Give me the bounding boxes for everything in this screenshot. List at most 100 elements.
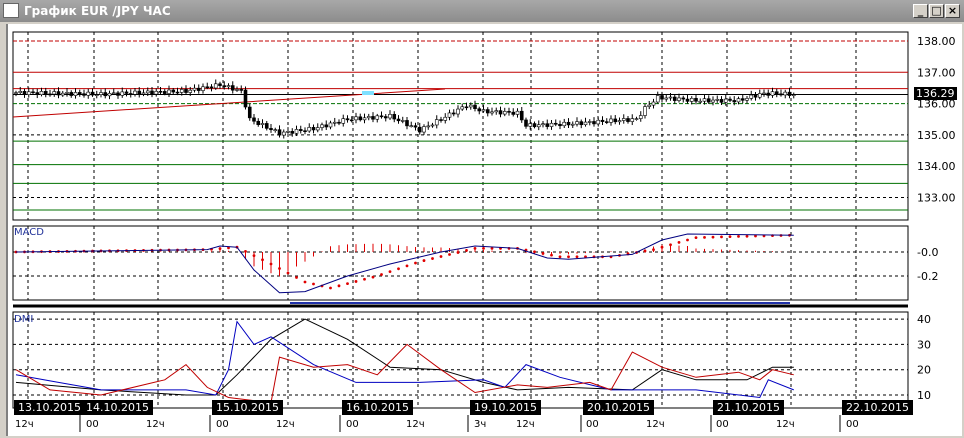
price-axis-label: 133.00: [917, 192, 956, 205]
candle-body: [294, 129, 299, 134]
candle-body: [341, 118, 346, 124]
macd-signal-dot: [388, 270, 392, 274]
candle-body: [490, 111, 494, 114]
candle-body: [426, 125, 431, 128]
candle-body: [290, 131, 295, 134]
candle-body: [90, 91, 95, 96]
dmi-axis-label: 30: [917, 338, 931, 351]
candle-body: [167, 89, 171, 94]
candle-body: [575, 121, 579, 125]
candle-body: [655, 95, 660, 103]
candle-body: [417, 126, 422, 133]
close-button[interactable]: ×: [945, 4, 960, 18]
candle-body: [260, 123, 265, 125]
candle-body: [434, 119, 439, 126]
candle-body: [99, 92, 103, 95]
candle-body: [596, 119, 601, 125]
candle-body: [286, 131, 290, 133]
minimize-button[interactable]: _: [913, 4, 928, 18]
candle-body: [668, 96, 673, 99]
candle-body: [303, 130, 307, 133]
macd-signal-dot: [422, 259, 426, 262]
candle-body: [745, 98, 749, 101]
title-bar: График EUR /JPY ЧАС _ □ ×: [0, 0, 964, 22]
candle-body: [188, 89, 193, 93]
candle-body: [600, 119, 605, 122]
candle-body: [779, 93, 783, 96]
candle-body: [52, 91, 57, 95]
macd-signal-dot: [244, 250, 247, 253]
candle-body: [60, 92, 65, 96]
candle-body: [604, 121, 609, 123]
macd-signal-dot: [354, 280, 358, 283]
macd-signal-dot: [303, 280, 307, 284]
candle-body: [549, 122, 554, 127]
date-label: 15.10.2015: [212, 400, 283, 415]
time-label: 12ч: [516, 419, 535, 430]
candle-body: [345, 118, 350, 121]
candle-body: [201, 86, 205, 91]
macd-signal-dot: [711, 235, 715, 239]
candle-body: [307, 127, 312, 132]
time-label: 00: [86, 419, 99, 430]
candle-body: [409, 125, 414, 127]
macd-signal-dot: [652, 248, 655, 252]
candle-body: [732, 100, 737, 103]
candle-body: [128, 93, 133, 95]
candle-body: [545, 123, 550, 127]
time-label: 12ч: [146, 419, 165, 430]
candle-body: [205, 86, 210, 89]
macd-signal-dot: [405, 264, 409, 268]
candle-body: [447, 112, 452, 118]
candle-body: [349, 119, 354, 122]
candle-body: [171, 89, 176, 93]
macd-signal-dot: [363, 277, 366, 281]
candle-body: [218, 83, 222, 86]
candle-body: [213, 83, 218, 89]
time-label: 12ч: [276, 419, 295, 430]
candle-body: [235, 89, 239, 91]
candle-body: [124, 91, 129, 94]
date-label: 21.10.2015: [713, 400, 784, 415]
maximize-button[interactable]: □: [929, 4, 944, 18]
time-label: 12ч: [646, 419, 665, 430]
candle-body: [73, 92, 78, 96]
macd-signal-dot: [703, 235, 706, 239]
candle-body: [18, 91, 23, 93]
macd-signal-dot: [278, 267, 281, 270]
dmi-axis-label: 10: [917, 389, 931, 402]
candle-body: [273, 129, 278, 131]
candle-body: [762, 92, 766, 95]
macd-signal-dot: [558, 255, 562, 259]
candle-body: [651, 101, 656, 106]
macd-signal-dot: [643, 249, 647, 253]
macd-signal-dot: [550, 253, 553, 257]
macd-signal-dot: [482, 247, 485, 250]
candle-body: [728, 98, 732, 101]
candle-body: [677, 97, 681, 101]
time-label: 12ч: [776, 419, 795, 430]
time-label: 3ч: [474, 419, 487, 430]
dmi-axis-label: 40: [917, 313, 931, 326]
current-price-tag: 136.29: [914, 87, 957, 100]
candle-body: [141, 92, 146, 95]
price-axis-label: 137.00: [917, 66, 956, 79]
candle-body: [247, 106, 252, 119]
candle-body: [358, 116, 363, 121]
macd-signal-dot: [456, 251, 460, 254]
candle-body: [485, 109, 490, 114]
macd-signal-dot: [490, 247, 494, 250]
candle-body: [69, 92, 74, 96]
candle-body: [791, 94, 796, 96]
candle-body: [681, 97, 686, 100]
price-axis-label: 134.00: [917, 160, 956, 173]
candle-body: [502, 111, 507, 115]
candle-body: [783, 91, 788, 96]
candle-body: [634, 118, 639, 120]
macd-signal-dot: [465, 249, 468, 252]
macd-axis-label: -0.2: [917, 270, 938, 283]
trend-line: [12, 88, 446, 118]
candle-body: [94, 94, 99, 96]
window-title: График EUR /JPY ЧАС: [24, 4, 171, 18]
